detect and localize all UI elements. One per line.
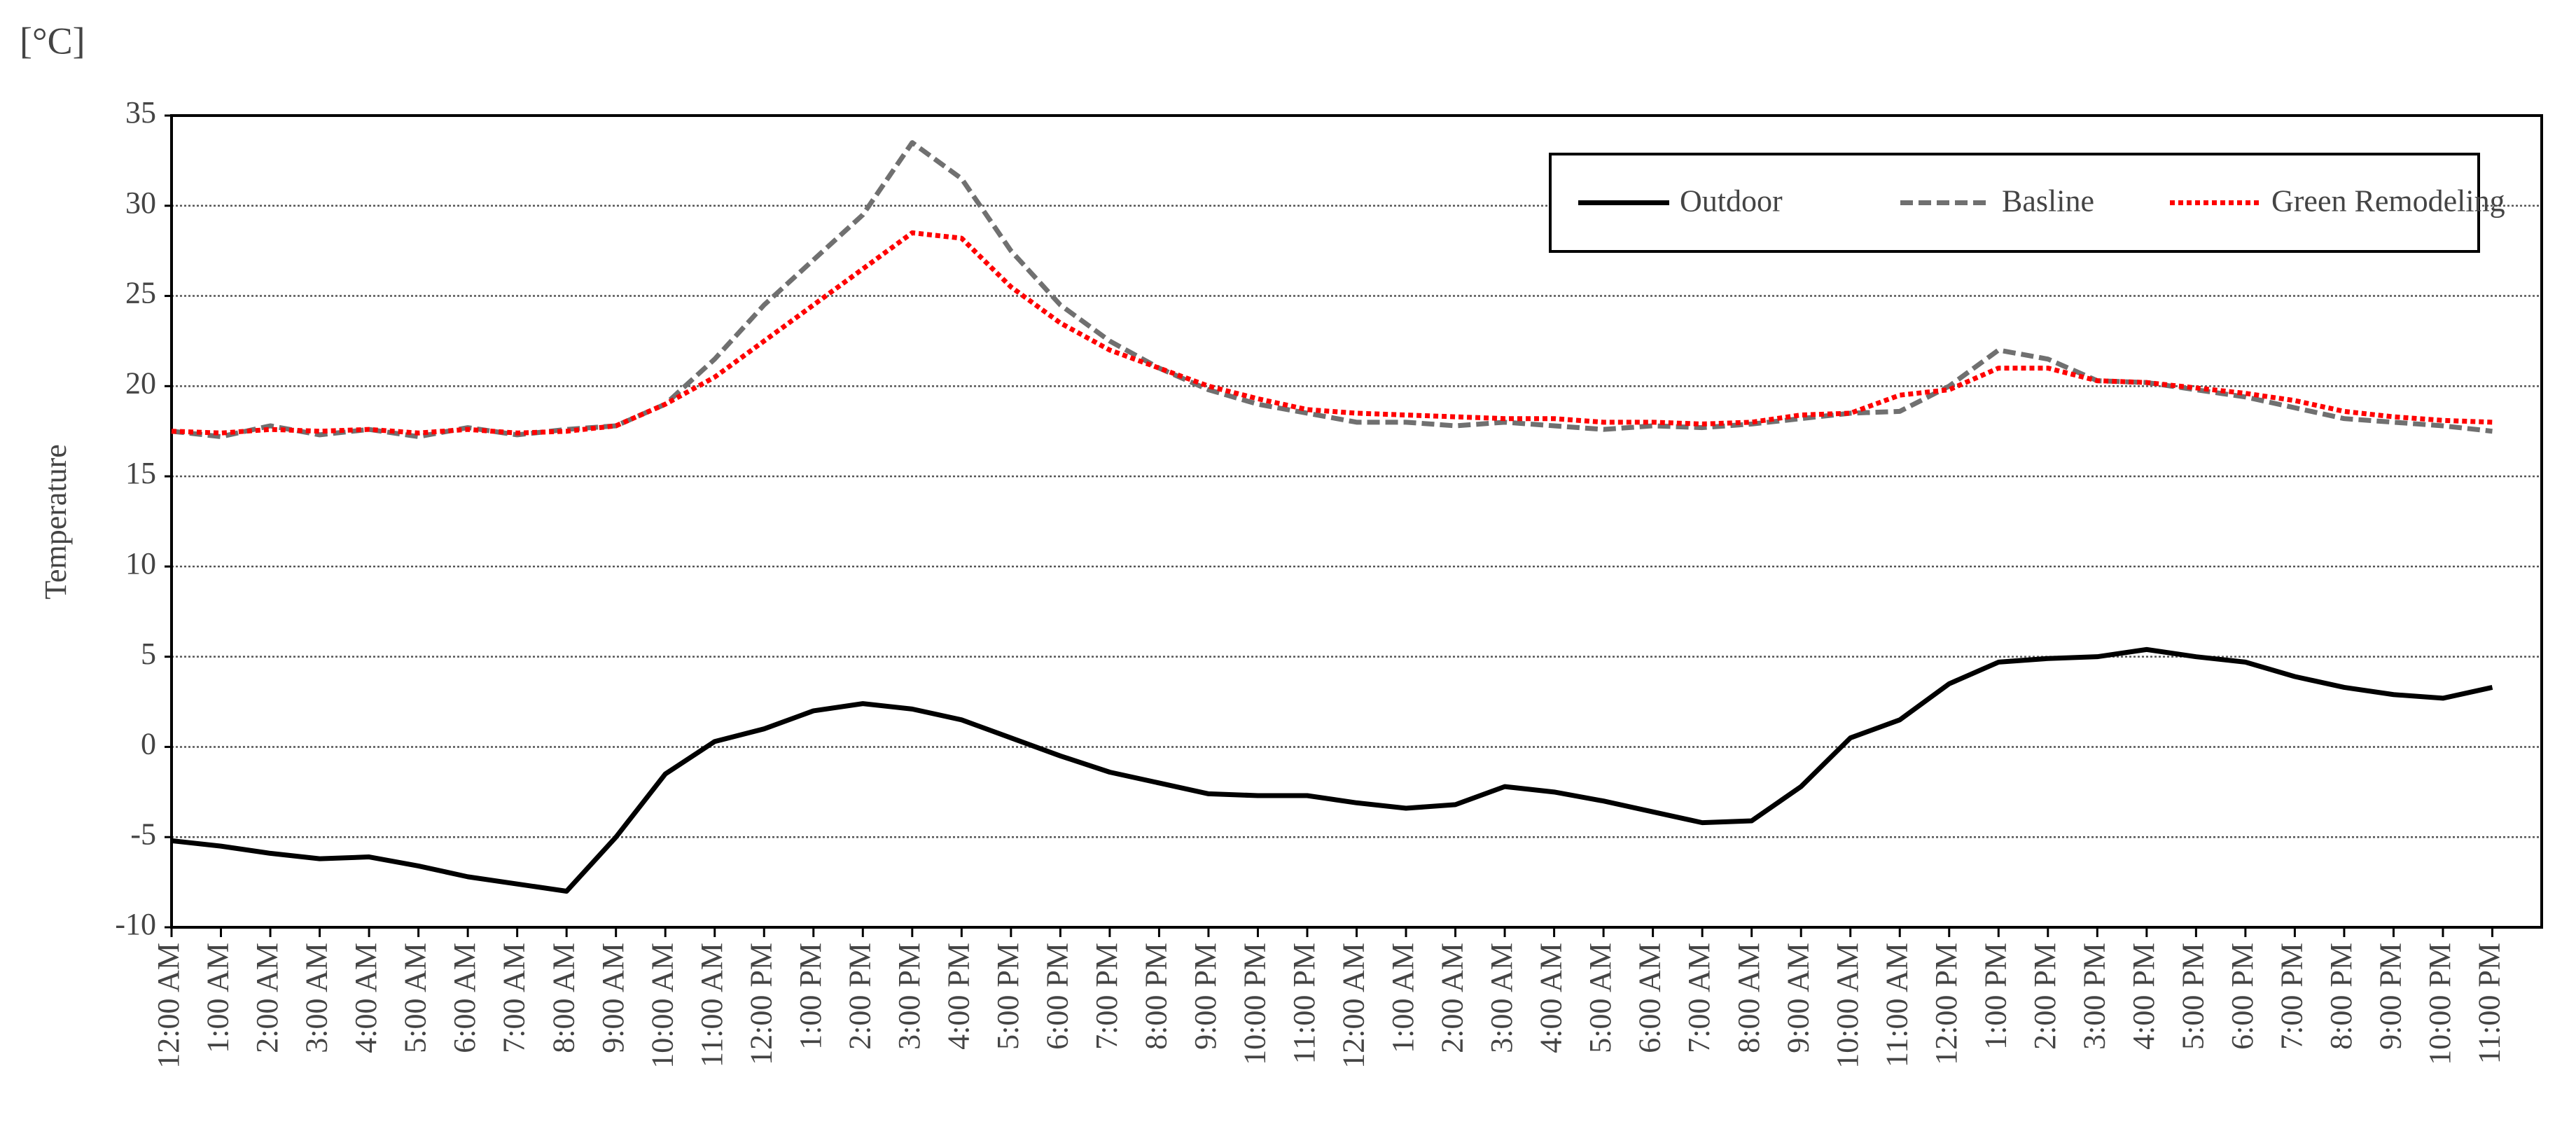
y-tick-label: 0 — [141, 727, 156, 761]
x-tick-label: 8:00 AM — [546, 943, 580, 1053]
x-tick-label: 3:00 AM — [1484, 943, 1519, 1053]
x-tick-label: 3:00 PM — [892, 943, 926, 1050]
x-tick-label: 4:00 AM — [1534, 943, 1568, 1053]
x-tick-label: 7:00 PM — [2274, 943, 2309, 1050]
x-tick-label: 7:00 AM — [497, 943, 531, 1053]
x-tick-label: 11:00 AM — [695, 943, 729, 1067]
x-tick-label: 12:00 AM — [151, 943, 186, 1069]
x-tick-label: 12:00 PM — [744, 943, 778, 1065]
legend-label: Green Remodeling — [2271, 184, 2505, 219]
x-tick-label: 5:00 PM — [991, 943, 1025, 1050]
y-tick-label: -5 — [130, 817, 156, 851]
y-tick-label: 15 — [125, 456, 156, 490]
legend-label: Outdoor — [1680, 184, 1783, 219]
x-tick-label: 4:00 PM — [941, 943, 975, 1050]
x-tick-label: 7:00 PM — [1089, 943, 1124, 1050]
x-tick-label: 11:00 PM — [1287, 943, 1321, 1064]
x-tick-label: 1:00 AM — [201, 943, 235, 1053]
plot-frame — [170, 114, 2543, 929]
x-tick-label: 2:00 PM — [2028, 943, 2062, 1050]
x-tick-label: 1:00 PM — [793, 943, 828, 1050]
y-tick-label: -10 — [115, 907, 156, 941]
legend-label: Basline — [2002, 184, 2094, 219]
x-tick-label: 4:00 AM — [349, 943, 383, 1053]
x-tick-label: 10:00 AM — [645, 943, 679, 1069]
legend: Outdoor Basline Green Remodeling — [1549, 153, 2505, 253]
legend-box — [1549, 153, 2480, 253]
x-tick-label: 7:00 AM — [1682, 943, 1716, 1053]
x-tick-label: 1:00 PM — [1978, 943, 2012, 1050]
series-line — [171, 646, 2493, 894]
unit-label: [°C] — [20, 20, 85, 62]
x-tick-label: 6:00 AM — [1633, 943, 1667, 1053]
x-tick-label: 8:00 PM — [2324, 943, 2358, 1050]
x-tick-label: 10:00 PM — [1238, 943, 1272, 1065]
x-tick-label: 12:00 AM — [1337, 943, 1371, 1069]
x-tick-label: 3:00 AM — [300, 943, 334, 1053]
x-tick-label: 4:00 PM — [2126, 943, 2161, 1050]
x-tick-label: 9:00 AM — [596, 943, 630, 1053]
x-tick-label: 6:00 PM — [1040, 943, 1074, 1050]
y-axis-title: Temperature — [39, 444, 73, 600]
x-tick-label: 8:00 AM — [1732, 943, 1766, 1053]
y-tick-label: 5 — [141, 637, 156, 671]
x-tick-label: 11:00 PM — [2472, 943, 2507, 1064]
x-tick-label: 5:00 AM — [398, 943, 433, 1053]
x-tick-label: 1:00 AM — [1386, 943, 1420, 1053]
y-tick-label: 25 — [125, 276, 156, 310]
x-tick-label: 9:00 PM — [2374, 943, 2408, 1050]
y-tick-label: 30 — [125, 186, 156, 220]
x-tick-label: 3:00 PM — [2077, 943, 2111, 1050]
x-tick-label: 6:00 PM — [2225, 943, 2260, 1050]
series-line — [171, 230, 2493, 436]
y-tick-label: 10 — [125, 546, 156, 581]
x-tick-label: 12:00 PM — [1929, 943, 1963, 1065]
x-tick-label: 9:00 AM — [1781, 943, 1815, 1053]
x-tick-label: 5:00 PM — [2175, 943, 2210, 1050]
x-tick-label: 9:00 PM — [1188, 943, 1223, 1050]
x-tick-label: 10:00 PM — [2423, 943, 2457, 1065]
y-tick-label: 35 — [125, 95, 156, 130]
x-tick-label: 2:00 AM — [250, 943, 284, 1053]
x-tick-label: 2:00 AM — [1435, 943, 1470, 1053]
y-tick-label: 20 — [125, 366, 156, 400]
x-tick-label: 2:00 PM — [842, 943, 877, 1050]
x-tick-label: 10:00 AM — [1830, 943, 1865, 1069]
x-tick-label: 6:00 AM — [447, 943, 482, 1053]
x-tick-label: 5:00 AM — [1583, 943, 1617, 1053]
x-tick-label: 11:00 AM — [1879, 943, 1914, 1067]
x-tick-label: 8:00 PM — [1139, 943, 1174, 1050]
